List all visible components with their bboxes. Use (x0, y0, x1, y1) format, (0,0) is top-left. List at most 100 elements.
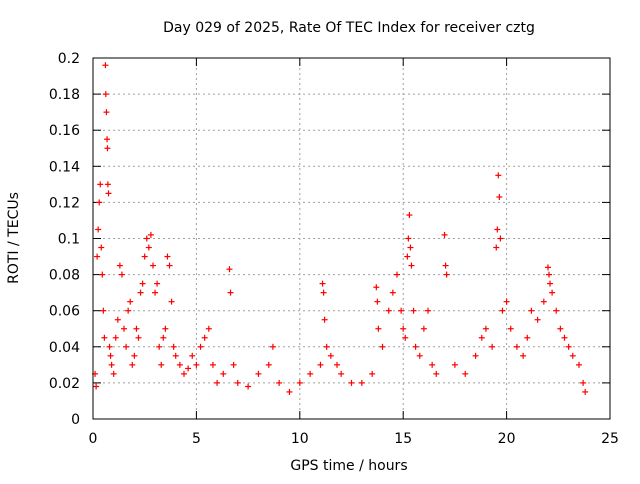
data-point (408, 262, 415, 269)
data-point (193, 361, 200, 368)
data-point (348, 379, 355, 386)
data-point (400, 325, 407, 332)
data-point (98, 244, 105, 251)
data-point (549, 289, 556, 296)
data-point (118, 271, 125, 278)
data-point (160, 334, 167, 341)
data-point (338, 370, 345, 377)
data-point (334, 361, 341, 368)
data-point (127, 298, 134, 305)
data-point (245, 383, 252, 390)
data-point (172, 352, 179, 359)
data-point (545, 271, 552, 278)
data-point (582, 388, 589, 395)
data-points (92, 62, 589, 395)
x-tick-label: 15 (394, 431, 412, 447)
data-point (296, 379, 303, 386)
data-point (108, 361, 115, 368)
y-tick-label: 0.02 (49, 376, 80, 392)
y-tick-label: 0.06 (49, 304, 80, 320)
data-point (561, 334, 568, 341)
data-point (123, 343, 130, 350)
data-point (544, 264, 551, 271)
data-point (152, 289, 159, 296)
data-point (147, 231, 154, 238)
data-point (227, 289, 234, 296)
data-point (398, 307, 405, 314)
data-point (106, 343, 113, 350)
y-tick-label: 0.14 (49, 159, 80, 175)
data-point (209, 361, 216, 368)
chart-title: Day 029 of 2025, Rate Of TEC Index for r… (163, 20, 535, 36)
data-point (433, 370, 440, 377)
data-point (107, 352, 114, 359)
data-point (369, 370, 376, 377)
x-tick-label: 0 (89, 431, 98, 447)
data-point (494, 226, 501, 233)
data-point (133, 325, 140, 332)
plot-frame (92, 57, 611, 420)
data-point (99, 271, 106, 278)
data-point (406, 212, 413, 219)
data-point (375, 325, 382, 332)
data-point (286, 388, 293, 395)
data-point (317, 361, 324, 368)
x-tick-label: 10 (291, 431, 309, 447)
data-point (95, 226, 102, 233)
y-tick-label: 0.04 (49, 340, 80, 356)
data-point (226, 266, 233, 273)
data-point (503, 298, 510, 305)
data-point (168, 298, 175, 305)
data-point (214, 379, 221, 386)
data-point (180, 370, 187, 377)
data-point (166, 262, 173, 269)
data-point (425, 307, 432, 314)
data-point (493, 244, 500, 251)
data-point (145, 244, 152, 251)
data-point (358, 379, 365, 386)
x-axis-label: GPS time / hours (290, 458, 407, 474)
data-point (156, 343, 163, 350)
data-point (393, 271, 400, 278)
data-point (404, 253, 411, 260)
data-point (112, 334, 119, 341)
data-point (93, 383, 100, 390)
data-point (520, 352, 527, 359)
y-tick-label: 0.16 (49, 123, 80, 139)
data-point (374, 298, 381, 305)
data-point (97, 181, 104, 188)
data-point (478, 334, 485, 341)
data-point (507, 325, 514, 332)
data-point (197, 343, 204, 350)
data-point (189, 352, 196, 359)
data-point (116, 262, 123, 269)
data-point (170, 343, 177, 350)
data-point (220, 370, 227, 377)
data-point (135, 334, 142, 341)
y-tick-label: 0.18 (49, 87, 80, 103)
data-point (482, 325, 489, 332)
data-point (441, 231, 448, 238)
data-point (131, 352, 138, 359)
data-point (534, 316, 541, 323)
data-point (472, 352, 479, 359)
data-point (373, 284, 380, 291)
data-point (575, 361, 582, 368)
data-point (139, 280, 146, 287)
y-tick-label: 0.2 (58, 51, 80, 67)
data-point (402, 334, 409, 341)
data-point (557, 325, 564, 332)
data-point (110, 370, 117, 377)
data-point (105, 190, 112, 197)
data-point (162, 325, 169, 332)
data-point (323, 343, 330, 350)
data-point (143, 235, 150, 242)
tick-layer: 0 5 10 15 20 25 0 0.02 0.04 0.06 0.08 0.1 0.12 0.14 0.… (49, 51, 619, 447)
data-point (149, 262, 156, 269)
data-point (234, 379, 241, 386)
data-point (129, 361, 136, 368)
y-tick-label: 0.1 (58, 232, 80, 248)
data-point (255, 370, 262, 377)
